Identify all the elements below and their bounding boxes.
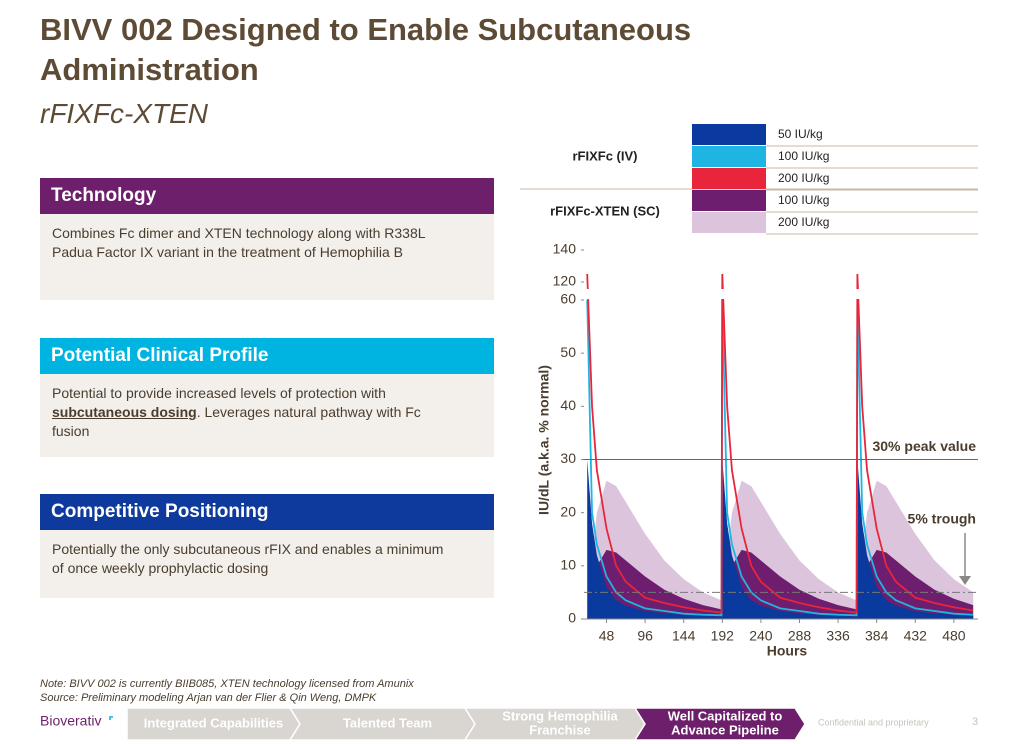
legend-label: 100 IU/kg <box>778 193 829 207</box>
legend-swatch <box>692 212 766 233</box>
page-number: 3 <box>972 716 978 728</box>
legend-label: 100 IU/kg <box>778 149 829 163</box>
x-tick-label: 480 <box>942 628 966 644</box>
y-tick-label: 20 <box>560 503 576 519</box>
plot <box>586 273 974 619</box>
axis-break <box>582 289 980 299</box>
section-body: Potential to provide increased levels of… <box>40 374 494 457</box>
y-tick-label: 30 <box>560 450 576 466</box>
legend-swatch <box>692 146 766 167</box>
section-heading: Technology <box>40 178 494 214</box>
y-axis-label: IU/dL (a.k.a. % normal) <box>536 365 552 515</box>
y-tick-label: 60 <box>560 291 576 307</box>
y-tick-label: 40 <box>560 397 576 413</box>
slide-subtitle: rFIXFc-XTEN <box>40 98 208 129</box>
x-tick-label: 96 <box>637 628 653 644</box>
line <box>586 273 974 614</box>
section: Technology Combines Fc dimer and XTEN tec… <box>40 178 494 300</box>
legend-label: 50 IU/kg <box>778 127 823 141</box>
line <box>586 299 974 617</box>
note: Note: BIVV 002 is currently BIIB085, XTE… <box>40 678 414 690</box>
confidential: Confidential and proprietary <box>818 717 929 727</box>
x-tick-label: 336 <box>826 628 850 644</box>
nav-label: Well Capitalized to <box>668 708 783 723</box>
section: Potential Clinical Profile Potential to p… <box>40 338 494 457</box>
note: Source: Preliminary modeling Arjan van d… <box>40 692 377 704</box>
legend-group: rFIXFc-XTEN (SC) <box>550 203 660 218</box>
legend-swatch <box>692 168 766 189</box>
nav-label: Strong Hemophilia <box>502 708 618 723</box>
section-heading: Potential Clinical Profile <box>40 338 494 374</box>
x-tick-label: 288 <box>788 628 812 644</box>
nav-label: Franchise <box>529 722 590 737</box>
footnotes: Note: BIVV 002 is currently BIIB085, XTE… <box>40 677 414 705</box>
legend-swatch <box>692 190 766 211</box>
text-run: Potentially the only subcutaneous rFIX a… <box>52 541 444 576</box>
nav-label: Integrated Capabilities <box>144 715 283 730</box>
legend-swatch <box>692 124 766 145</box>
x-tick-label: 48 <box>599 628 615 644</box>
logo-text: Bioverativ <box>40 713 101 729</box>
x-tick-label: 192 <box>711 628 735 644</box>
annotation: 5% trough <box>908 511 976 527</box>
arrow-head <box>959 576 971 585</box>
text-run: Potential to provide increased levels of… <box>52 385 386 401</box>
x-tick-label: 144 <box>672 628 696 644</box>
text-run: Combines Fc dimer and XTEN technology al… <box>52 225 426 260</box>
emphasis: subcutaneous dosing <box>52 404 197 420</box>
nav-label: Talented Team <box>343 715 432 730</box>
nav-item-active <box>633 707 806 741</box>
section-body: Combines Fc dimer and XTEN technology al… <box>40 214 494 300</box>
y-tick-label: 0 <box>568 610 576 626</box>
y-tick-label: 120 <box>553 273 577 289</box>
legend-group: rFIXFc (IV) <box>572 148 637 163</box>
y-tick-label: 10 <box>560 557 576 573</box>
nav-label: Advance Pipeline <box>671 722 779 737</box>
text-run: . Leverages natural pathway with Fc fusi… <box>52 404 421 439</box>
y-tick-label: 140 <box>553 241 577 257</box>
section: Competitive Positioning Potentially the o… <box>40 494 494 598</box>
x-tick-label: 240 <box>749 628 773 644</box>
x-axis-label: Hours <box>767 643 808 659</box>
section-body: Potentially the only subcutaneous rFIX a… <box>40 530 494 598</box>
annotation: 30% peak value <box>872 438 976 454</box>
legend-label: 200 IU/kg <box>778 171 829 185</box>
section-text: Potential to provide increased levels of… <box>52 384 452 441</box>
legend-label: 200 IU/kg <box>778 215 829 229</box>
x-tick-label: 384 <box>865 628 889 644</box>
section-heading: Competitive Positioning <box>40 494 494 530</box>
section-text: Potentially the only subcutaneous rFIX a… <box>52 540 452 578</box>
logo: Bioverativ <box>40 713 113 729</box>
slide-title: BIVV 002 Designed to Enable Subcutaneous… <box>40 12 692 87</box>
y-tick-label: 50 <box>560 344 576 360</box>
x-tick-label: 432 <box>904 628 928 644</box>
section-text: Combines Fc dimer and XTEN technology al… <box>52 224 452 262</box>
